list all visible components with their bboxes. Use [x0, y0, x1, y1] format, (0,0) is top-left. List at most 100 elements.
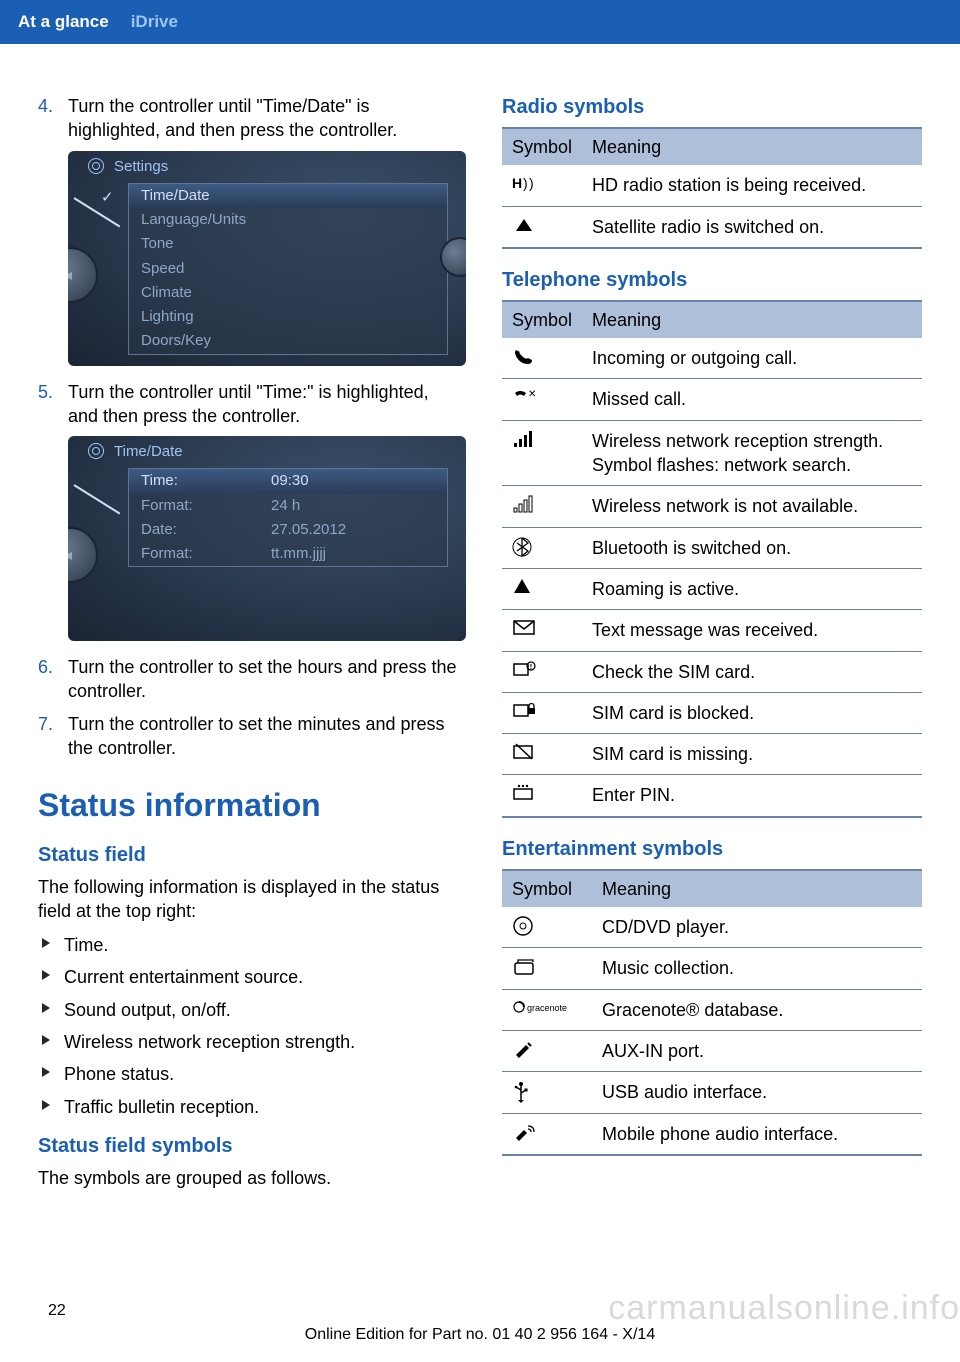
menu-row: Format:24 h: [129, 494, 447, 518]
page-number: 22: [48, 1300, 66, 1322]
svg-text:H: H: [512, 175, 522, 191]
step-7: 7. Turn the controller to set the minute…: [38, 712, 458, 761]
step-number: 5.: [38, 380, 68, 429]
page-header: At a glance iDrive: [0, 0, 960, 44]
meaning-cell: Satellite radio is switched on.: [582, 206, 922, 248]
list-item: Sound output, on/off.: [38, 998, 458, 1022]
list-item: Traffic bulletin reception.: [38, 1095, 458, 1119]
list-item: Current entertainment source.: [38, 965, 458, 989]
menu-item: Climate: [129, 281, 447, 305]
menu-label: Time/Date: [141, 187, 210, 204]
meaning-cell: Check the SIM card.: [582, 651, 922, 692]
enter-pin-icon: [502, 775, 582, 817]
list-text: Phone status.: [64, 1062, 458, 1086]
meaning-cell: Missed call.: [582, 379, 922, 420]
th-symbol: Symbol: [502, 128, 582, 165]
meaning-cell: Text message was received.: [582, 610, 922, 651]
th-meaning: Meaning: [592, 870, 922, 907]
table-row: ✕ Missed call.: [502, 379, 922, 420]
heading-entertainment-symbols: Entertainment symbols: [502, 836, 922, 863]
callout-line: [73, 484, 120, 514]
list-text: Wireless network reception strength.: [64, 1030, 458, 1054]
svg-text:): ): [529, 175, 534, 191]
status-bullet-list: Time. Current entertainment source. Soun…: [38, 933, 458, 1119]
row-key: Time:: [141, 471, 251, 491]
controller-knob-icon: [68, 247, 98, 303]
triangle-bullet-icon: [42, 938, 50, 948]
gear-icon: [88, 158, 104, 174]
entertainment-symbols-table: Symbol Meaning CD/DVD player. Music coll…: [502, 869, 922, 1156]
table-row: Wireless network is not available.: [502, 486, 922, 527]
triangle-bullet-icon: [42, 1067, 50, 1077]
menu-item: Lighting: [129, 305, 447, 329]
list-text: Time.: [64, 933, 458, 957]
step-number: 4.: [38, 94, 68, 143]
heading-status-field: Status field: [38, 842, 458, 869]
table-row: Bluetooth is switched on.: [502, 527, 922, 568]
svg-text:): ): [523, 175, 528, 191]
step-number: 6.: [38, 655, 68, 704]
list-item: Time.: [38, 933, 458, 957]
meaning-cell: HD radio station is being received.: [582, 165, 922, 206]
row-key: Format:: [141, 496, 251, 516]
heading-status-information: Status information: [38, 784, 458, 827]
row-key: Format:: [141, 544, 251, 564]
th-symbol: Symbol: [502, 870, 592, 907]
step-6: 6. Turn the controller to set the hours …: [38, 655, 458, 704]
settings-menu: ✓Time/Date Language/Units Tone Speed Cli…: [128, 183, 448, 355]
menu-row-time: Time:09:30: [129, 469, 447, 493]
meaning-cell: SIM card is blocked.: [582, 692, 922, 733]
meaning-text-2: Symbol flashes: network search.: [592, 455, 851, 475]
menu-item-time-date: ✓Time/Date: [129, 184, 447, 208]
table-row: Enter PIN.: [502, 775, 922, 817]
meaning-cell: Gracenote® database.: [592, 989, 922, 1030]
meaning-cell: SIM card is missing.: [582, 734, 922, 775]
meaning-cell: Mobile phone audio interface.: [592, 1113, 922, 1155]
meaning-cell: Music collection.: [592, 948, 922, 989]
meaning-cell: Bluetooth is switched on.: [582, 527, 922, 568]
triangle-bullet-icon: [42, 1035, 50, 1045]
list-text: Sound output, on/off.: [64, 998, 458, 1022]
triangle-bullet-icon: [42, 970, 50, 980]
step-text: Turn the controller to set the minutes a…: [68, 712, 458, 761]
menu-item: Tone: [129, 232, 447, 256]
gracenote-icon: gracenote: [502, 989, 592, 1030]
row-value: tt.mm.jjjj: [251, 544, 435, 564]
meaning-cell: CD/DVD player.: [592, 907, 922, 948]
meaning-cell: Enter PIN.: [582, 775, 922, 817]
table-row: Check the SIM card.: [502, 651, 922, 692]
screenshot-settings: Settings ✓Time/Date Language/Units Tone …: [68, 151, 466, 366]
table-row: SIM card is missing.: [502, 734, 922, 775]
menu-item: Doors/Key: [129, 329, 447, 353]
menu-item: Speed: [129, 257, 447, 281]
bluetooth-icon: [502, 527, 582, 568]
table-row: Mobile phone audio interface.: [502, 1113, 922, 1155]
list-text: Current entertainment source.: [64, 965, 458, 989]
time-date-menu: Time:09:30 Format:24 h Date:27.05.2012 F…: [128, 468, 448, 567]
th-meaning: Meaning: [582, 128, 922, 165]
meaning-cell: USB audio interface.: [592, 1072, 922, 1113]
step-number: 7.: [38, 712, 68, 761]
music-collection-icon: [502, 948, 592, 989]
row-value: 09:30: [251, 471, 435, 491]
sim-check-icon: [502, 651, 582, 692]
step-4: 4. Turn the controller until "Time/Date"…: [38, 94, 458, 143]
table-row: Wireless network reception strength.Symb…: [502, 420, 922, 486]
menu-row: Date:27.05.2012: [129, 518, 447, 542]
step-text: Turn the controller to set the hours and…: [68, 655, 458, 704]
watermark: carmanualsonline.info: [608, 1286, 960, 1332]
right-column: Radio symbols Symbol Meaning H)) HD radi…: [502, 94, 922, 1200]
svg-text:✕: ✕: [528, 389, 536, 400]
step-text: Turn the controller until "Time/Date" is…: [68, 94, 458, 143]
left-column: 4. Turn the controller until "Time/Date"…: [38, 94, 458, 1200]
th-symbol: Symbol: [502, 301, 582, 338]
table-row: SIM card is blocked.: [502, 692, 922, 733]
sim-missing-icon: [502, 734, 582, 775]
list-item: Wireless network reception strength.: [38, 1030, 458, 1054]
table-row: AUX-IN port.: [502, 1030, 922, 1071]
roaming-icon: [502, 568, 582, 609]
heading-status-field-symbols: Status field symbols: [38, 1133, 458, 1160]
content-columns: 4. Turn the controller until "Time/Date"…: [0, 44, 960, 1210]
check-icon: ✓: [101, 188, 114, 208]
hd-radio-icon: H)): [502, 165, 582, 206]
